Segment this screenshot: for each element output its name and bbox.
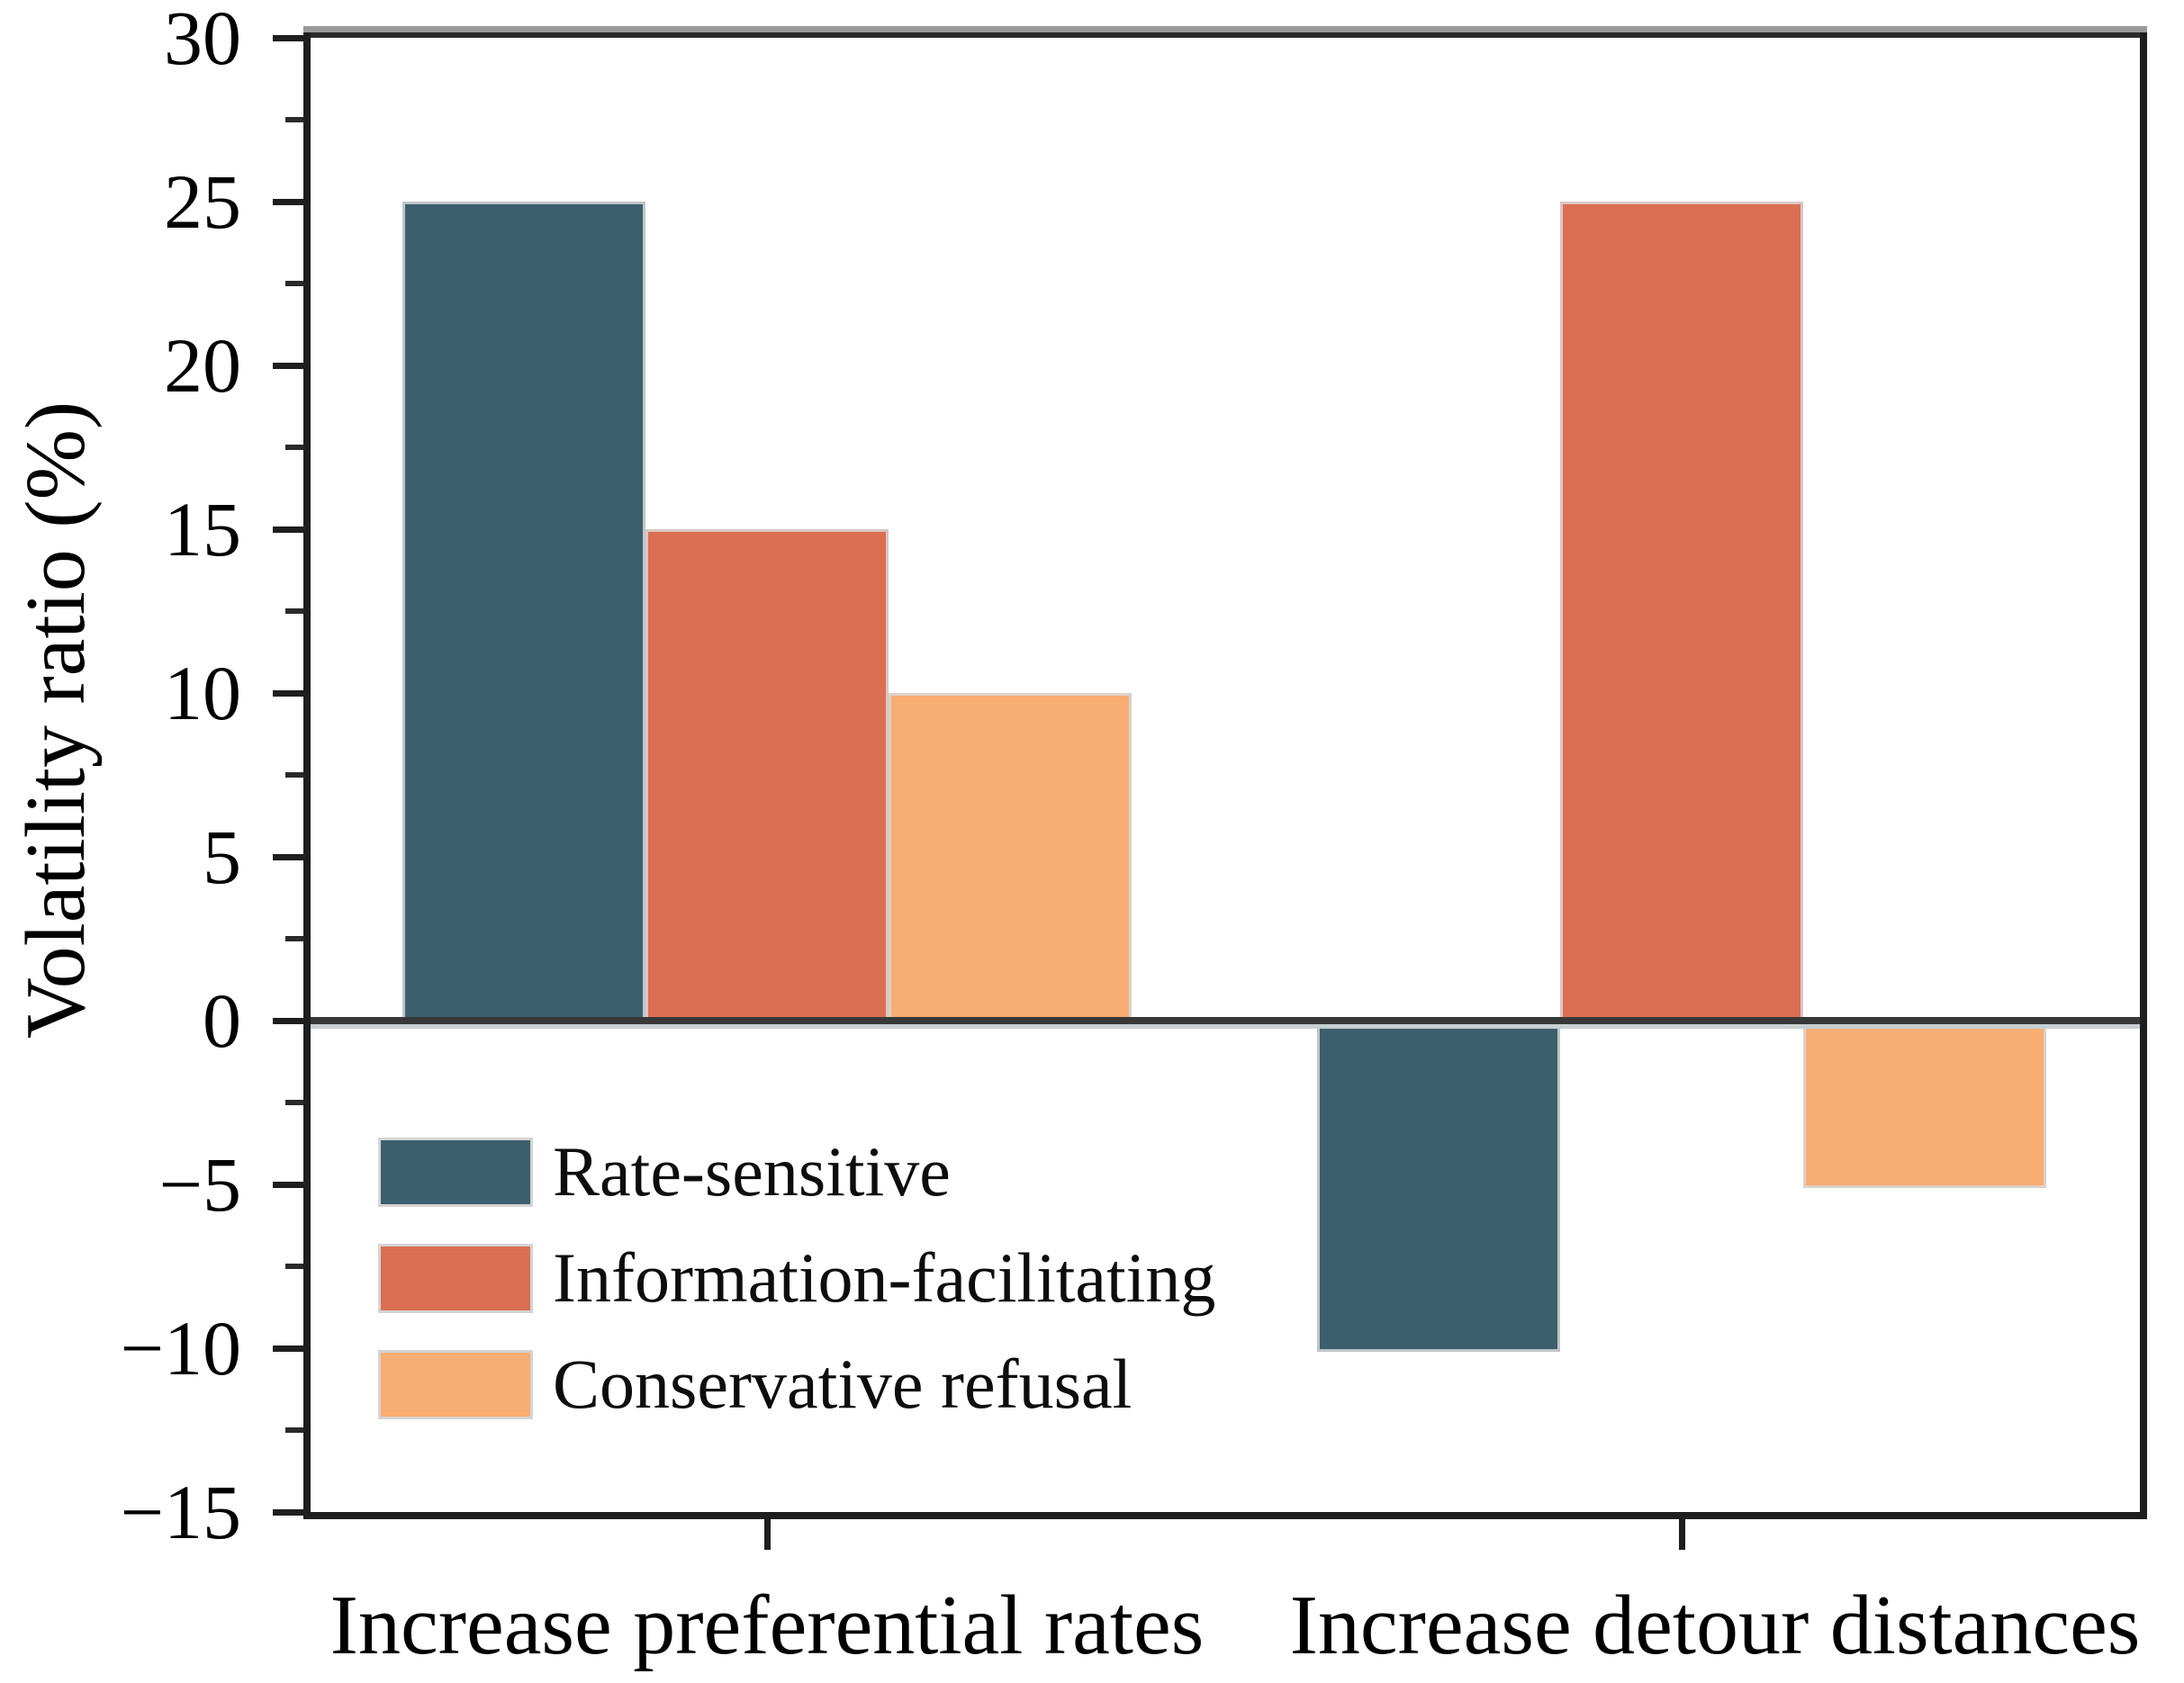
y-tick--15 (273, 1509, 303, 1516)
top-spine (303, 32, 2147, 38)
y-minor-tick (285, 445, 303, 450)
y-tick-15 (273, 526, 303, 533)
y-tick-30 (273, 35, 303, 41)
y-minor-tick (285, 117, 303, 122)
x-tick-group1 (764, 1519, 771, 1550)
y-minor-tick (285, 281, 303, 286)
bar-information-facilitating-group1 (645, 529, 889, 1021)
y-tick-label-25: 25 (164, 158, 241, 245)
y-tick-0 (273, 1018, 303, 1024)
y-tick-label--5: −5 (158, 1141, 241, 1228)
y-tick--5 (273, 1182, 303, 1188)
right-spine (2140, 32, 2147, 1519)
legend-label: Conservative refusal (553, 1345, 1133, 1423)
y-tick-10 (273, 690, 303, 697)
bar-information-facilitating-group2 (1560, 202, 1803, 1021)
y-tick-label--10: −10 (120, 1305, 241, 1391)
legend-swatch-information-facilitating (378, 1243, 533, 1313)
legend-label: Information-facilitating (553, 1238, 1216, 1317)
y-tick-label-15: 15 (164, 486, 241, 572)
legend-swatch-rate-sensitive (378, 1137, 533, 1207)
y-minor-tick (285, 772, 303, 778)
y-tick-20 (273, 363, 303, 369)
bar-conservative-refusal-group2 (1803, 1024, 2046, 1188)
legend: Rate-sensitive Information-facilitating … (378, 1137, 1215, 1419)
plot-area: Rate-sensitive Information-facilitating … (273, 26, 2147, 1550)
left-spine-y-axis (303, 32, 311, 1519)
y-minor-tick (285, 1100, 303, 1105)
y-tick-label-5: 5 (203, 814, 241, 900)
legend-swatch-conservative-refusal (378, 1349, 533, 1419)
top-spine-shadow (303, 26, 2147, 32)
zero-line-shadow (311, 1024, 2140, 1029)
legend-label: Rate-sensitive (553, 1132, 951, 1210)
y-minor-tick (285, 1427, 303, 1433)
y-tick-label-20: 20 (164, 322, 241, 409)
y-tick-25 (273, 199, 303, 205)
bar-rate-sensitive-group2 (1317, 1024, 1560, 1352)
x-category-label-2: Increase detour distances (1289, 1579, 2141, 1672)
bar-conservative-refusal-group1 (889, 693, 1132, 1021)
legend-row: Information-facilitating (378, 1243, 1215, 1313)
y-tick--10 (273, 1346, 303, 1352)
x-tick-group2 (1679, 1519, 1685, 1550)
y-minor-tick (285, 608, 303, 614)
y-tick-5 (273, 854, 303, 860)
legend-row: Rate-sensitive (378, 1137, 1215, 1207)
x-category-label-1: Increase preferential rates (329, 1579, 1205, 1672)
bar-rate-sensitive-group1 (402, 202, 645, 1021)
bottom-spine-x-axis (303, 1512, 2147, 1519)
y-minor-tick (285, 936, 303, 941)
legend-row: Conservative refusal (378, 1349, 1215, 1419)
y-tick-label--15: −15 (120, 1469, 241, 1555)
y-tick-label-0: 0 (203, 977, 241, 1064)
y-tick-label-10: 10 (164, 650, 241, 736)
y-tick-label-30: 30 (164, 0, 241, 81)
y-minor-tick (285, 1264, 303, 1269)
zero-baseline (311, 1017, 2140, 1024)
